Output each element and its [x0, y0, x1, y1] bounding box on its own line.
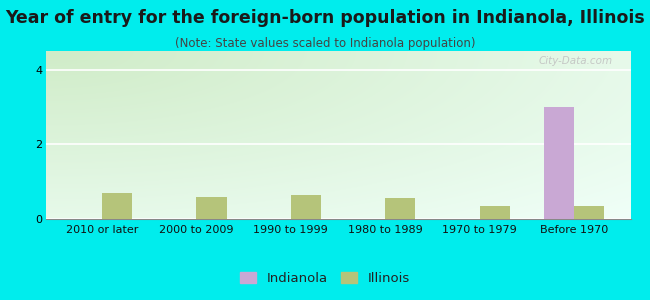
Text: (Note: State values scaled to Indianola population): (Note: State values scaled to Indianola … — [175, 38, 475, 50]
Text: City-Data.com: City-Data.com — [539, 56, 613, 66]
Bar — [574, 206, 604, 219]
Bar — [102, 193, 133, 219]
Bar — [543, 107, 574, 219]
Legend: Indianola, Illinois: Indianola, Illinois — [235, 267, 415, 290]
Bar — [480, 206, 510, 219]
Text: Year of entry for the foreign-born population in Indianola, Illinois: Year of entry for the foreign-born popul… — [5, 9, 645, 27]
Bar — [385, 199, 415, 219]
Bar — [196, 196, 227, 219]
Bar — [291, 195, 321, 219]
